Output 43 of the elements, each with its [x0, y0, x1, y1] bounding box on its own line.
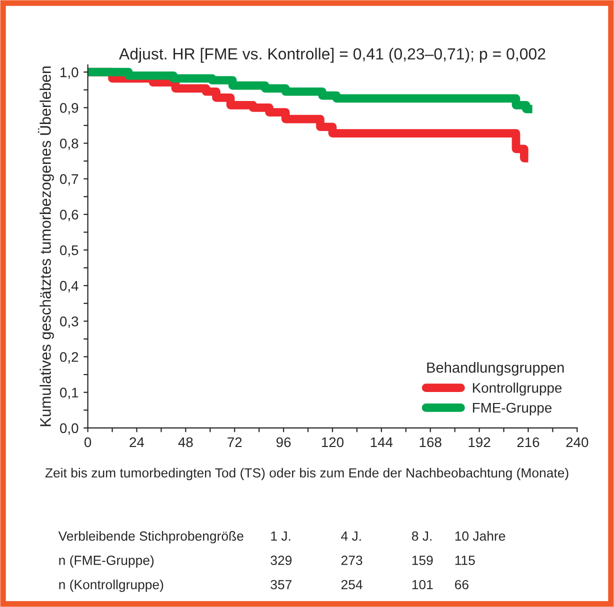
x-tick-label: 96: [276, 437, 291, 448]
y-tick-label: 0,7: [60, 174, 78, 186]
y-tick-label: 0,8: [60, 138, 78, 150]
text: 254: [341, 580, 362, 590]
text: 357: [270, 580, 292, 590]
x-axis-title: Zeit bis zum tumorbedingten Tod (TS) oder bis zum Ende der Nachbeobachtung (Monate): [45, 468, 568, 480]
text: 8 J.: [412, 531, 432, 541]
y-tick-label: 0,6: [60, 210, 78, 222]
text: n (FME-Gruppe): [59, 555, 154, 568]
x-tick-label: 48: [178, 437, 193, 448]
legend-title: Behandlungsgruppen: [427, 362, 564, 376]
text: 1 J.: [271, 532, 290, 541]
x-tick-label: 72: [228, 437, 242, 448]
text: 4 J.: [341, 532, 361, 541]
y-tick-label: 0,2: [60, 352, 78, 364]
text: 10 Jahre: [455, 531, 506, 541]
x-tick-label: 144: [370, 437, 393, 448]
text: 273: [341, 556, 362, 566]
text: 329: [270, 556, 292, 566]
x-tick-label: 0: [84, 437, 92, 448]
y-tick-label: 0,0: [60, 423, 78, 435]
text: 66: [455, 580, 468, 590]
x-tick-label: 24: [130, 437, 144, 448]
text: Verbleibende Stichprobengröße: [58, 531, 244, 544]
x-tick-label: 240: [566, 437, 588, 448]
x-tick-label: 192: [468, 437, 490, 448]
y-tick-label: 0,1: [60, 388, 78, 400]
text: n (Kontrollgruppe): [59, 580, 164, 592]
text: 159: [412, 556, 433, 566]
y-tick-label: 0,9: [60, 102, 78, 114]
y-tick-label: 1,0: [60, 67, 78, 79]
y-tick-label: 0,5: [60, 245, 78, 257]
x-tick-label: 216: [517, 437, 540, 448]
chart-title: Adjust. HR [FME vs. Kontrolle] = 0,41 (0,23–0,71); p = 0,002: [119, 48, 546, 63]
y-axis-title: Kumulatives geschätztes tumorbezogenes Überleben: [38, 66, 54, 426]
y-tick-label: 0,3: [60, 316, 78, 328]
y-tick-label: 0,4: [60, 280, 78, 292]
legend-label: Kontrollgruppe: [472, 382, 562, 396]
text: 101: [412, 580, 433, 590]
x-tick-label: 120: [322, 437, 344, 448]
text: 115: [455, 556, 475, 566]
legend-label: FME-Gruppe: [472, 402, 552, 416]
x-tick-label: 168: [420, 437, 442, 448]
